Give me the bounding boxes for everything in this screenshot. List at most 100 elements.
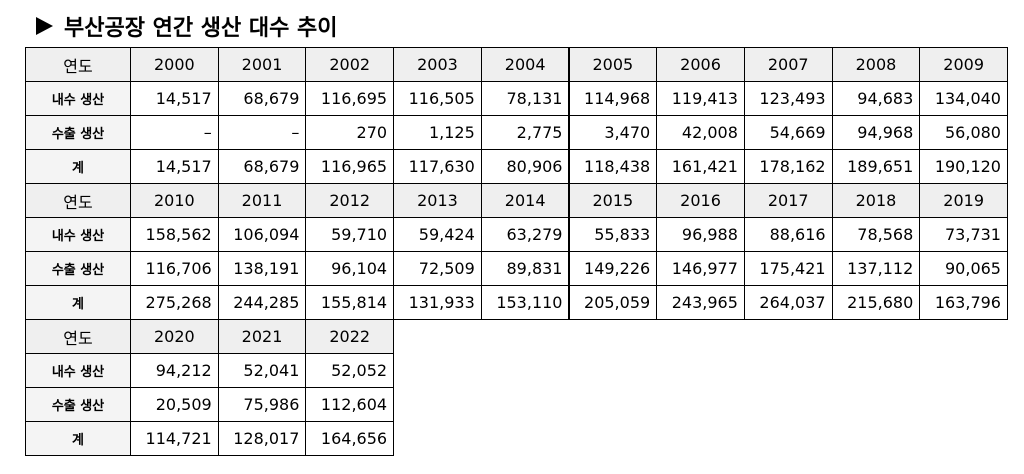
value-cell: 88,616: [743, 217, 833, 252]
row-label: 내수 생산: [25, 81, 131, 116]
year-header: 2013: [393, 183, 482, 218]
value-cell: 94,968: [831, 115, 921, 150]
value-cell: 116,965: [305, 149, 395, 184]
value-cell: 59,424: [393, 217, 482, 252]
value-cell: 131,933: [393, 285, 482, 320]
header-label: 연도: [25, 47, 131, 82]
title: 부산공장 연간 생산 대수 추이: [64, 16, 338, 41]
year-header: 2005: [568, 47, 658, 82]
year-header: 2001: [217, 47, 307, 82]
year-header: 2010: [130, 183, 219, 218]
year-header: 2019: [919, 183, 1008, 218]
value-cell: 205,059: [568, 285, 658, 320]
row-label: 계: [25, 421, 131, 456]
year-header: 2006: [656, 47, 745, 82]
value-cell: 164,656: [305, 421, 395, 456]
value-cell: 146,977: [656, 251, 745, 286]
value-cell: 155,814: [305, 285, 395, 320]
value-cell: 63,279: [480, 217, 570, 252]
value-cell: 116,505: [393, 81, 482, 116]
value-cell: 123,493: [743, 81, 833, 116]
value-cell: 189,651: [831, 149, 921, 184]
title-row: 부산공장 연간 생산 대수 추이: [34, 10, 338, 42]
value-cell: 42,008: [656, 115, 745, 150]
value-cell: 52,041: [217, 353, 307, 388]
value-cell: 134,040: [919, 81, 1008, 116]
value-cell: 178,162: [743, 149, 833, 184]
value-cell: 14,517: [130, 149, 219, 184]
row-label: 계: [25, 285, 131, 320]
value-cell: 112,604: [305, 387, 395, 422]
year-header: 2016: [656, 183, 745, 218]
value-cell: 56,080: [919, 115, 1008, 150]
value-cell: –: [130, 115, 219, 150]
value-cell: 119,413: [656, 81, 745, 116]
year-header: 2003: [393, 47, 482, 82]
value-cell: 161,421: [656, 149, 745, 184]
value-cell: 153,110: [480, 285, 570, 320]
row-label: 수출 생산: [25, 387, 131, 422]
value-cell: 270: [305, 115, 395, 150]
year-header: 2007: [743, 47, 833, 82]
year-header: 2008: [831, 47, 921, 82]
value-cell: 90,065: [919, 251, 1008, 286]
value-cell: 80,906: [480, 149, 570, 184]
value-cell: 96,988: [656, 217, 745, 252]
value-cell: 89,831: [480, 251, 570, 286]
value-cell: 244,285: [217, 285, 307, 320]
value-cell: 96,104: [305, 251, 395, 286]
value-cell: 149,226: [568, 251, 658, 286]
value-cell: 175,421: [743, 251, 833, 286]
value-cell: 68,679: [217, 149, 307, 184]
value-cell: 137,112: [831, 251, 921, 286]
value-cell: 128,017: [217, 421, 307, 456]
row-label: 수출 생산: [25, 115, 131, 150]
value-cell: 1,125: [393, 115, 482, 150]
year-header: 2014: [480, 183, 570, 218]
value-cell: 94,212: [130, 353, 219, 388]
value-cell: 73,731: [919, 217, 1008, 252]
header-label: 연도: [25, 183, 131, 218]
row-label: 내수 생산: [25, 217, 131, 252]
year-header: 2015: [568, 183, 658, 218]
value-cell: 106,094: [217, 217, 307, 252]
value-cell: 138,191: [217, 251, 307, 286]
value-cell: 72,509: [393, 251, 482, 286]
value-cell: 118,438: [568, 149, 658, 184]
value-cell: 215,680: [831, 285, 921, 320]
value-cell: 59,710: [305, 217, 395, 252]
year-header: 2021: [217, 319, 307, 354]
value-cell: 116,706: [130, 251, 219, 286]
year-header: 2011: [217, 183, 307, 218]
value-cell: 78,131: [480, 81, 570, 116]
year-header: 2002: [305, 47, 395, 82]
header-label: 연도: [25, 319, 131, 354]
value-cell: 52,052: [305, 353, 395, 388]
year-header: 2004: [480, 47, 570, 82]
value-cell: 2,775: [480, 115, 570, 150]
row-label: 계: [25, 149, 131, 184]
value-cell: 3,470: [568, 115, 658, 150]
year-header: 2020: [130, 319, 219, 354]
value-cell: 75,986: [217, 387, 307, 422]
value-cell: 20,509: [130, 387, 219, 422]
value-cell: 54,669: [743, 115, 833, 150]
year-header: 2009: [919, 47, 1008, 82]
value-cell: 275,268: [130, 285, 219, 320]
value-cell: 55,833: [568, 217, 658, 252]
year-header: 2012: [305, 183, 395, 218]
value-cell: 94,683: [831, 81, 921, 116]
value-cell: 264,037: [743, 285, 833, 320]
value-cell: 158,562: [130, 217, 219, 252]
value-cell: 163,796: [919, 285, 1008, 320]
year-header: 2018: [831, 183, 921, 218]
value-cell: 116,695: [305, 81, 395, 116]
value-cell: 190,120: [919, 149, 1008, 184]
year-header: 2000: [130, 47, 219, 82]
value-cell: 114,968: [568, 81, 658, 116]
value-cell: 117,630: [393, 149, 482, 184]
year-header: 2017: [743, 183, 833, 218]
row-label: 수출 생산: [25, 251, 131, 286]
value-cell: 14,517: [130, 81, 219, 116]
